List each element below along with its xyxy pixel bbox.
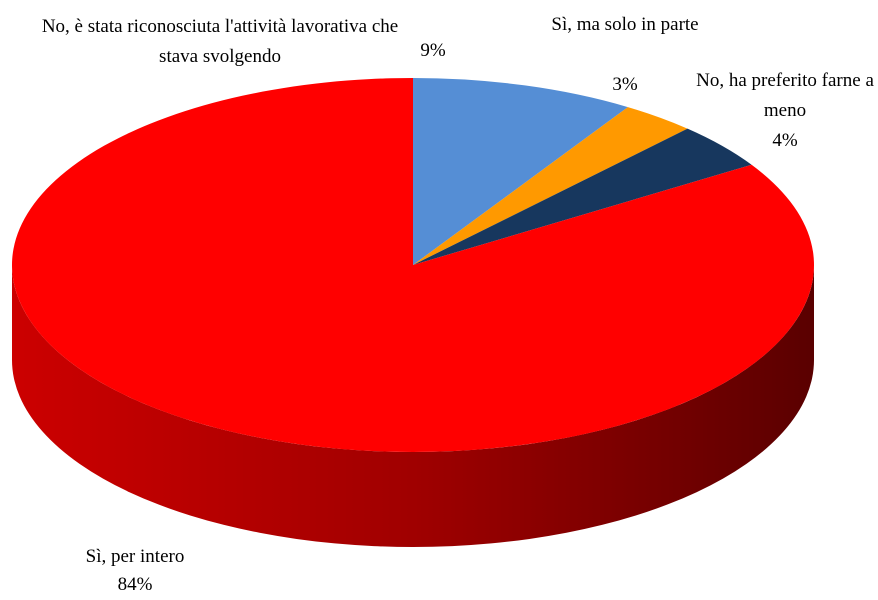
value-label: 3%	[612, 74, 638, 95]
category-label: No, è stata riconosciuta l'attività lavo…	[41, 16, 399, 67]
value-label: 9%	[420, 40, 446, 61]
category-label: Sì, ma solo in parte	[551, 14, 699, 35]
category-label: Sì, per intero	[85, 546, 185, 567]
pie-slice	[413, 128, 752, 265]
pie-slice	[413, 78, 628, 265]
pie-slice	[11, 78, 815, 452]
pie-slice	[413, 107, 688, 265]
pie-side	[12, 265, 814, 547]
value-label: 84%	[117, 574, 153, 595]
value-label: 4%	[772, 130, 798, 151]
category-label: No, ha preferito farne a meno	[696, 70, 874, 121]
